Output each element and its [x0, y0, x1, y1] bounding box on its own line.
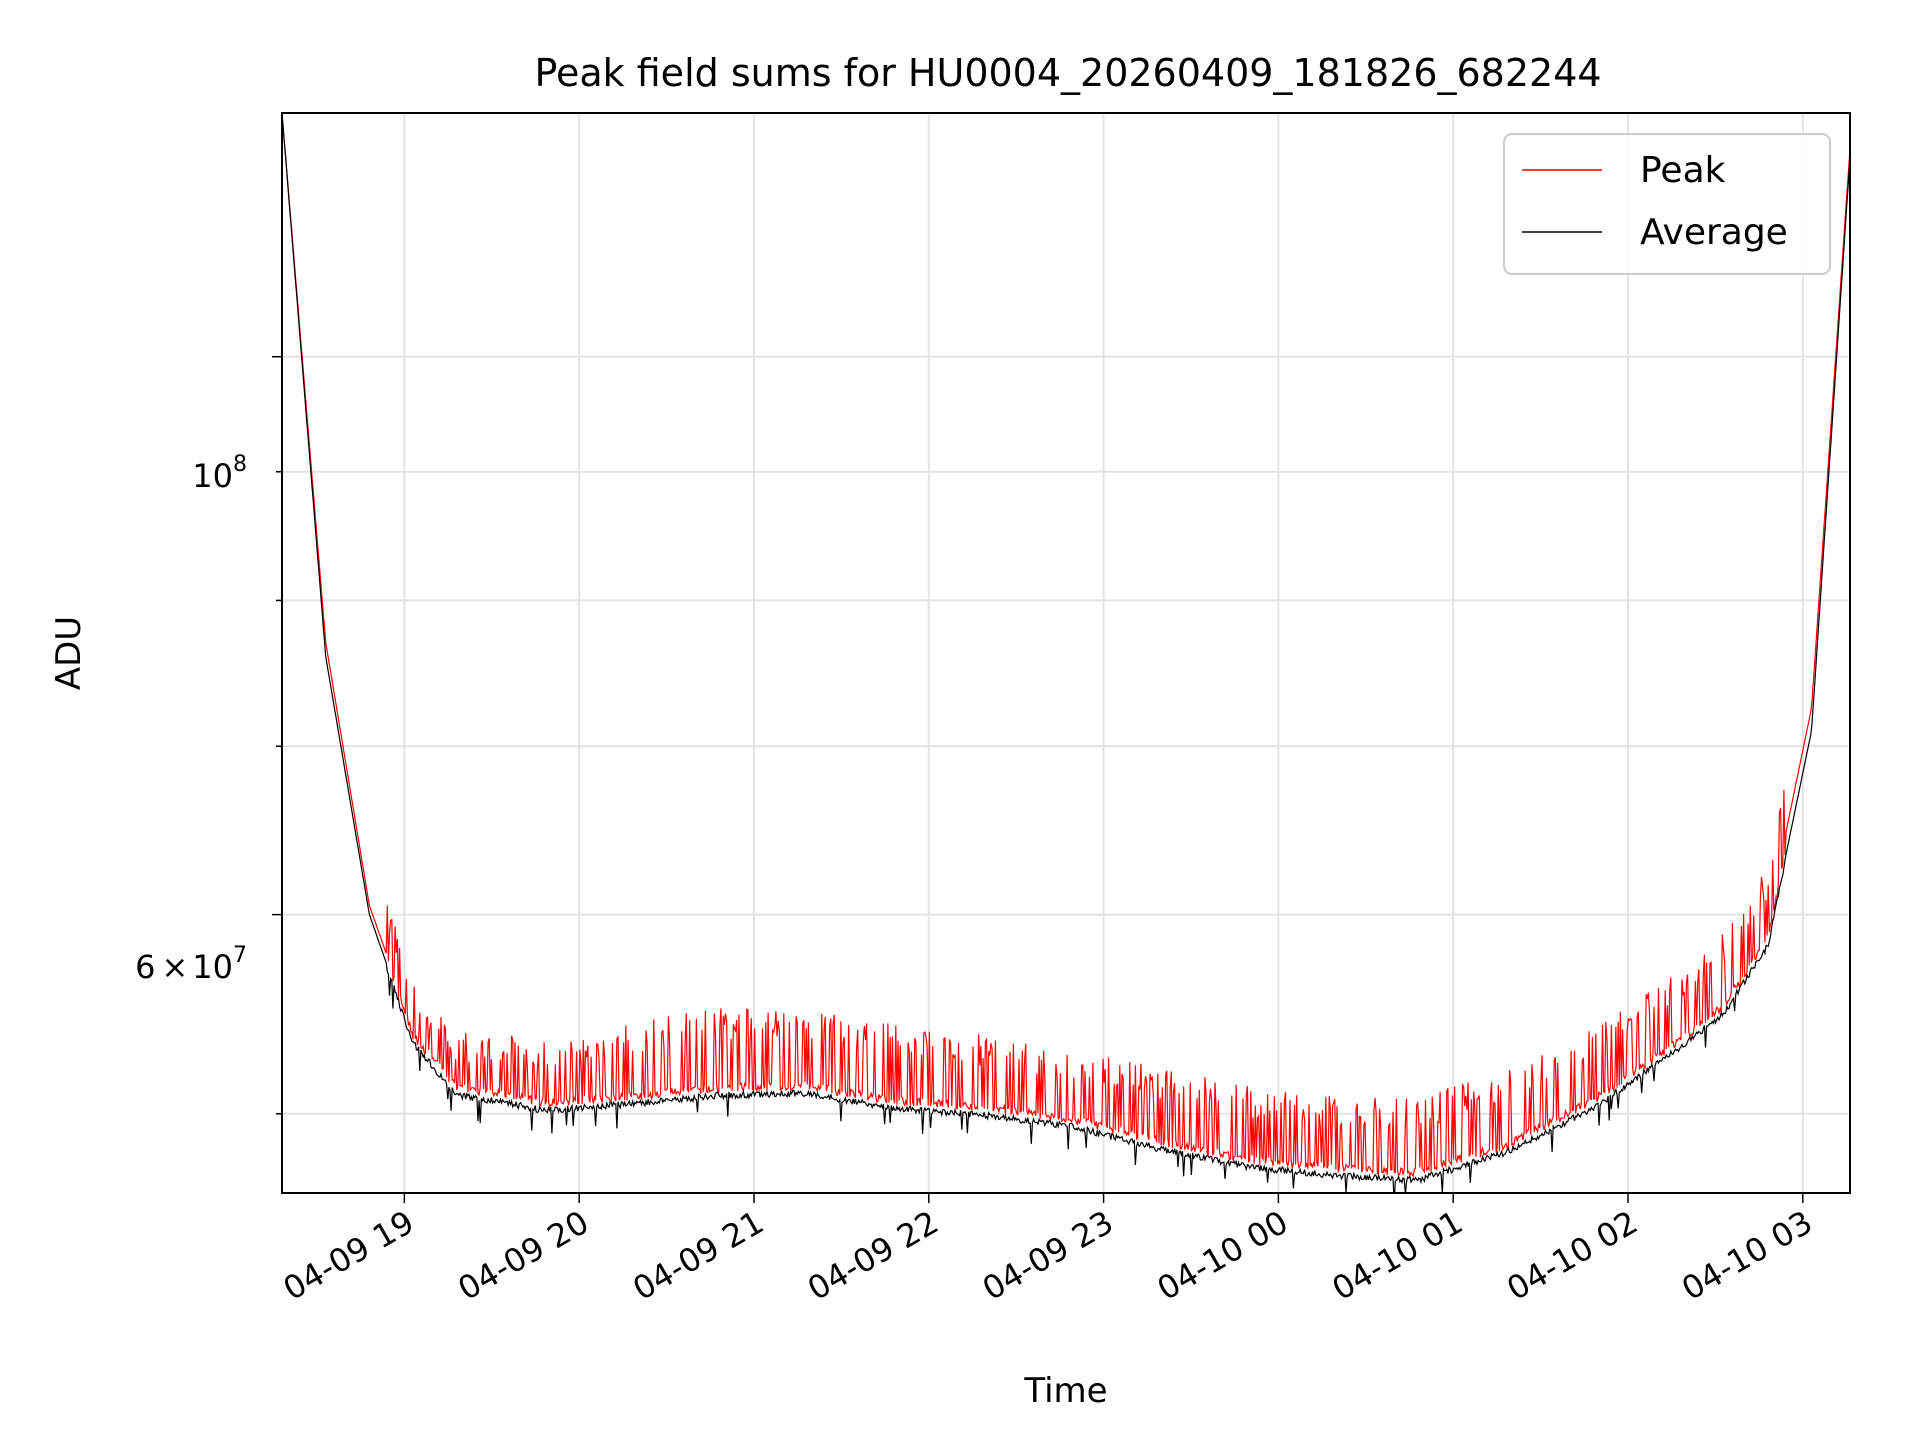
- legend-box: [1503, 133, 1831, 275]
- plot-area: [282, 113, 1850, 1193]
- y-tick-label-6e7: 6 × 107: [135, 943, 247, 986]
- legend-label-peak: Peak: [1640, 150, 1726, 191]
- y-tick-label-1e8: 108: [192, 452, 247, 495]
- y-axis-ticks: 108 6 × 107: [135, 355, 282, 1115]
- plot-frame: [281, 112, 1851, 1194]
- x-axis-label: Time: [1023, 1371, 1107, 1411]
- series-line-peak: [282, 113, 1850, 1179]
- legend-label-average: Average: [1640, 212, 1788, 253]
- series-layer: [282, 113, 1850, 1193]
- chart-title: Peak field sums for HU0004_20260409_1818…: [534, 51, 1601, 95]
- series-line-average: [282, 113, 1850, 1193]
- legend: Peak Average: [1503, 133, 1831, 275]
- y-axis-label: ADU: [49, 616, 89, 690]
